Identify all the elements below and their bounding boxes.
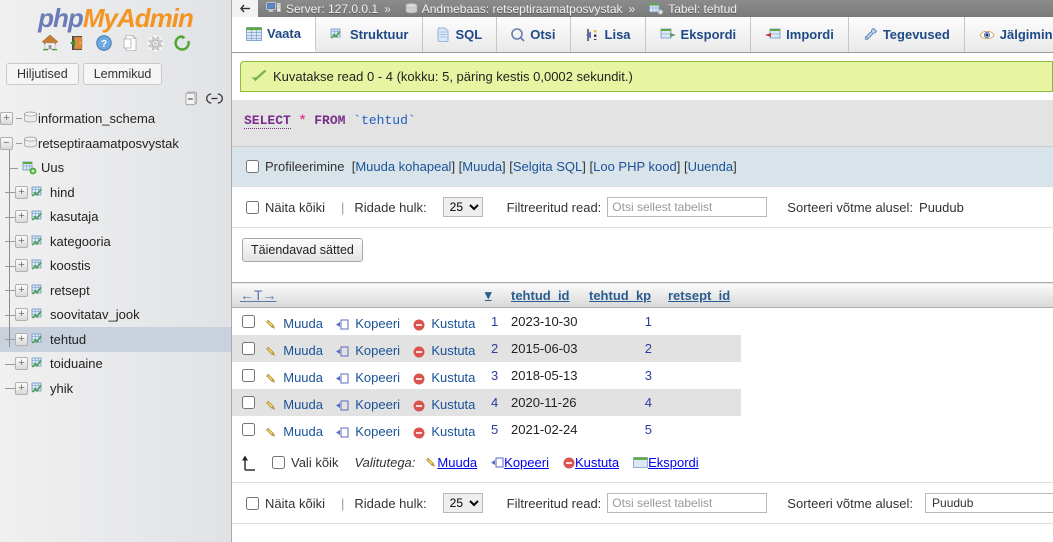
svg-text:?: ?	[101, 39, 107, 50]
